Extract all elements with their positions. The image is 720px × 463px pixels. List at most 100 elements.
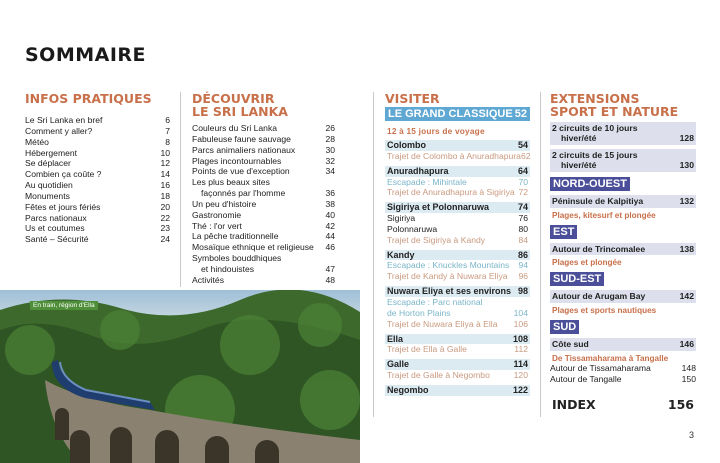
toc-entry[interactable]: façonnés par l'homme 36 [192, 188, 335, 199]
route-entry[interactable]: de Horton Plains 104 [385, 308, 530, 319]
route-entry[interactable]: Escapade : Parc national [385, 297, 530, 308]
toc-entry[interactable]: Fabuleuse faune sauvage 28 [192, 134, 335, 145]
visiter-section: VISITER LE GRAND CLASSIQUE 52 12 à 15 jo… [385, 92, 531, 396]
destination-row[interactable]: Kandy 86 [385, 249, 530, 261]
destination-row[interactable]: Negombo 122 [385, 384, 530, 396]
region-subtitle: Plages et plongée [552, 258, 622, 268]
entry-label: Monuments [25, 190, 70, 201]
toc-entry[interactable]: Thé : l'or vert 42 [192, 221, 335, 232]
index-entry[interactable]: INDEX 156 [550, 397, 696, 412]
entry-label: Plages incontournables [192, 155, 282, 166]
route-entry[interactable]: Trajet de Galle à Negombo 120 [385, 370, 530, 381]
infos-pratiques-section: INFOS PRATIQUES Le Sri Lanka en bref 6 Com… [25, 92, 170, 245]
entry-page: 16 [160, 180, 170, 191]
entry-page: 47 [325, 263, 335, 274]
entry-page: 10 [160, 147, 170, 158]
toc-entry[interactable]: La pêche traditionnelle 44 [192, 231, 335, 242]
entry-label: Symboles bouddhiques [192, 253, 282, 264]
destination-label: Ella [387, 333, 404, 344]
toc-entry[interactable]: Fêtes et jours fériés 20 [25, 202, 170, 213]
divider [180, 92, 181, 287]
destination-label: Nuwara Eliya et ses environs [387, 286, 512, 297]
route-entry[interactable]: Trajet de Ella à Galle 112 [385, 344, 530, 355]
decouvrir-heading-1: DÉCOUVRIR [192, 91, 275, 106]
toc-entry[interactable]: Autour de Tissamaharama 148 [550, 363, 696, 374]
entry-page: 70 [518, 176, 528, 187]
route-entry[interactable]: Trajet de Sigiriya à Kandy 84 [385, 235, 530, 246]
entry-page: 32 [325, 155, 335, 166]
toc-entry[interactable]: Le Sri Lanka en bref 6 [25, 115, 170, 126]
region-entry[interactable]: Autour de Arugam Bay 142 [550, 290, 696, 304]
toc-entry[interactable]: Parcs nationaux 22 [25, 213, 170, 224]
toc-entry[interactable]: Hébergement 10 [25, 148, 170, 159]
entry-label: Un peu d'histoire [192, 198, 257, 209]
toc-entry[interactable]: Mosaïque ethnique et religieuse 46 [192, 242, 335, 253]
circuit-entry[interactable]: 2 circuits de 15 jours hiver/été 130 [550, 148, 696, 172]
page-title: SOMMAIRE [25, 44, 147, 66]
toc-entry[interactable]: Météo 8 [25, 137, 170, 148]
destination-row[interactable]: Anuradhapura 64 [385, 165, 530, 177]
route-entry[interactable]: Escapade : Knuckles Mountains 94 [385, 260, 530, 271]
region-entry[interactable]: Autour de Trincomalee 138 [550, 242, 696, 256]
circuit-entry[interactable]: 2 circuits de 10 jours hiver/été 128 [550, 122, 696, 145]
entry-page: 6 [165, 115, 170, 125]
region-entry-label: Péninsule de Kalpitiya [552, 195, 644, 206]
route-entry[interactable]: Escapade : Mihintale 70 [385, 177, 530, 188]
route-entry[interactable]: Trajet de Colombo à Anuradhapura 62 [385, 151, 531, 162]
region-entry-label: Côte sud [552, 339, 589, 350]
toc-entry[interactable]: Comment y aller? 7 [25, 126, 170, 137]
divider [540, 92, 541, 417]
toc-entry[interactable]: Combien ça coûte ? 14 [25, 169, 170, 180]
entry-page: 112 [514, 344, 528, 355]
entry-label: Escapade : Parc national [387, 296, 483, 307]
circuit-line2: hiver/été [561, 159, 597, 170]
infos-heading: INFOS PRATIQUES [25, 91, 152, 106]
entry-page: 44 [325, 231, 335, 242]
route-entry[interactable]: Trajet de Anuradhapura à Sigiriya 72 [385, 187, 530, 198]
toc-entry[interactable]: Symboles bouddhiques [192, 253, 335, 264]
toc-entry[interactable]: Us et coutumes 23 [25, 223, 170, 234]
route-entry[interactable]: Polonnaruwa 80 [385, 224, 530, 235]
toc-entry[interactable]: Couleurs du Sri Lanka 26 [192, 123, 335, 134]
destination-page: 98 [517, 286, 528, 297]
toc-entry[interactable]: Se déplacer 12 [25, 158, 170, 169]
toc-entry[interactable]: Activités 48 [192, 275, 335, 286]
toc-entry[interactable]: Au quotidien 16 [25, 180, 170, 191]
toc-entry[interactable]: Monuments 18 [25, 191, 170, 202]
divider [373, 92, 374, 417]
region-entry-label: Autour de Trincomalee [552, 243, 646, 254]
entry-page: 7 [165, 125, 170, 136]
region-entry[interactable]: Péninsule de Kalpitiya 132 [550, 194, 696, 208]
entry-label: Points de vue d'exception [192, 166, 290, 177]
extensions-section: EXTENSIONS SPORT ET NATURE 2 circuits de… [550, 92, 696, 412]
route-entry[interactable]: Sigiriya 76 [385, 213, 530, 224]
destination-row[interactable]: Galle 114 [385, 359, 530, 371]
toc-entry[interactable]: Points de vue d'exception 34 [192, 166, 335, 177]
destination-row[interactable]: Sigiriya et Polonnaruwa 74 [385, 202, 530, 214]
route-entry[interactable]: Trajet de Kandy à Nuwara Eliya 96 [385, 271, 530, 282]
extensions-heading-1: EXTENSIONS [550, 91, 640, 106]
toc-entry[interactable]: Plages incontournables 32 [192, 156, 335, 167]
destination-row[interactable]: Nuwara Eliya et ses environs 98 [385, 286, 530, 297]
toc-entry[interactable]: Santé – Sécurité 24 [25, 234, 170, 245]
toc-entry[interactable]: Les plus beaux sites [192, 177, 335, 188]
entry-page: 148 [681, 363, 696, 374]
entry-page: 24 [160, 234, 170, 245]
toc-entry[interactable]: Gastronomie 40 [192, 210, 335, 221]
toc-entry[interactable]: et hindouistes 47 [192, 264, 335, 275]
entry-label: et hindouistes [201, 263, 255, 274]
destination-row[interactable]: Ella 108 [385, 333, 530, 345]
destination-row[interactable]: Colombo 54 [385, 140, 530, 151]
toc-entry[interactable]: Autour de Tangalle 150 [550, 374, 696, 385]
route-entry[interactable]: Trajet de Nuwara Eliya à Ella 106 [385, 319, 530, 330]
entry-label: Santé – Sécurité [25, 234, 89, 245]
entry-page: 94 [518, 260, 528, 271]
grand-classique-band[interactable]: LE GRAND CLASSIQUE 52 [385, 107, 530, 121]
destination-page: 122 [512, 384, 528, 395]
toc-entry[interactable]: Un peu d'histoire 38 [192, 199, 335, 210]
entry-label: de Horton Plains [387, 307, 451, 318]
region-subtitle: De Tissamaharama à Tangalle [552, 354, 669, 364]
region-entry[interactable]: Côte sud 146 [550, 338, 696, 352]
toc-entry[interactable]: Parcs animaliers nationaux 30 [192, 145, 335, 156]
entry-page: 84 [518, 234, 528, 245]
